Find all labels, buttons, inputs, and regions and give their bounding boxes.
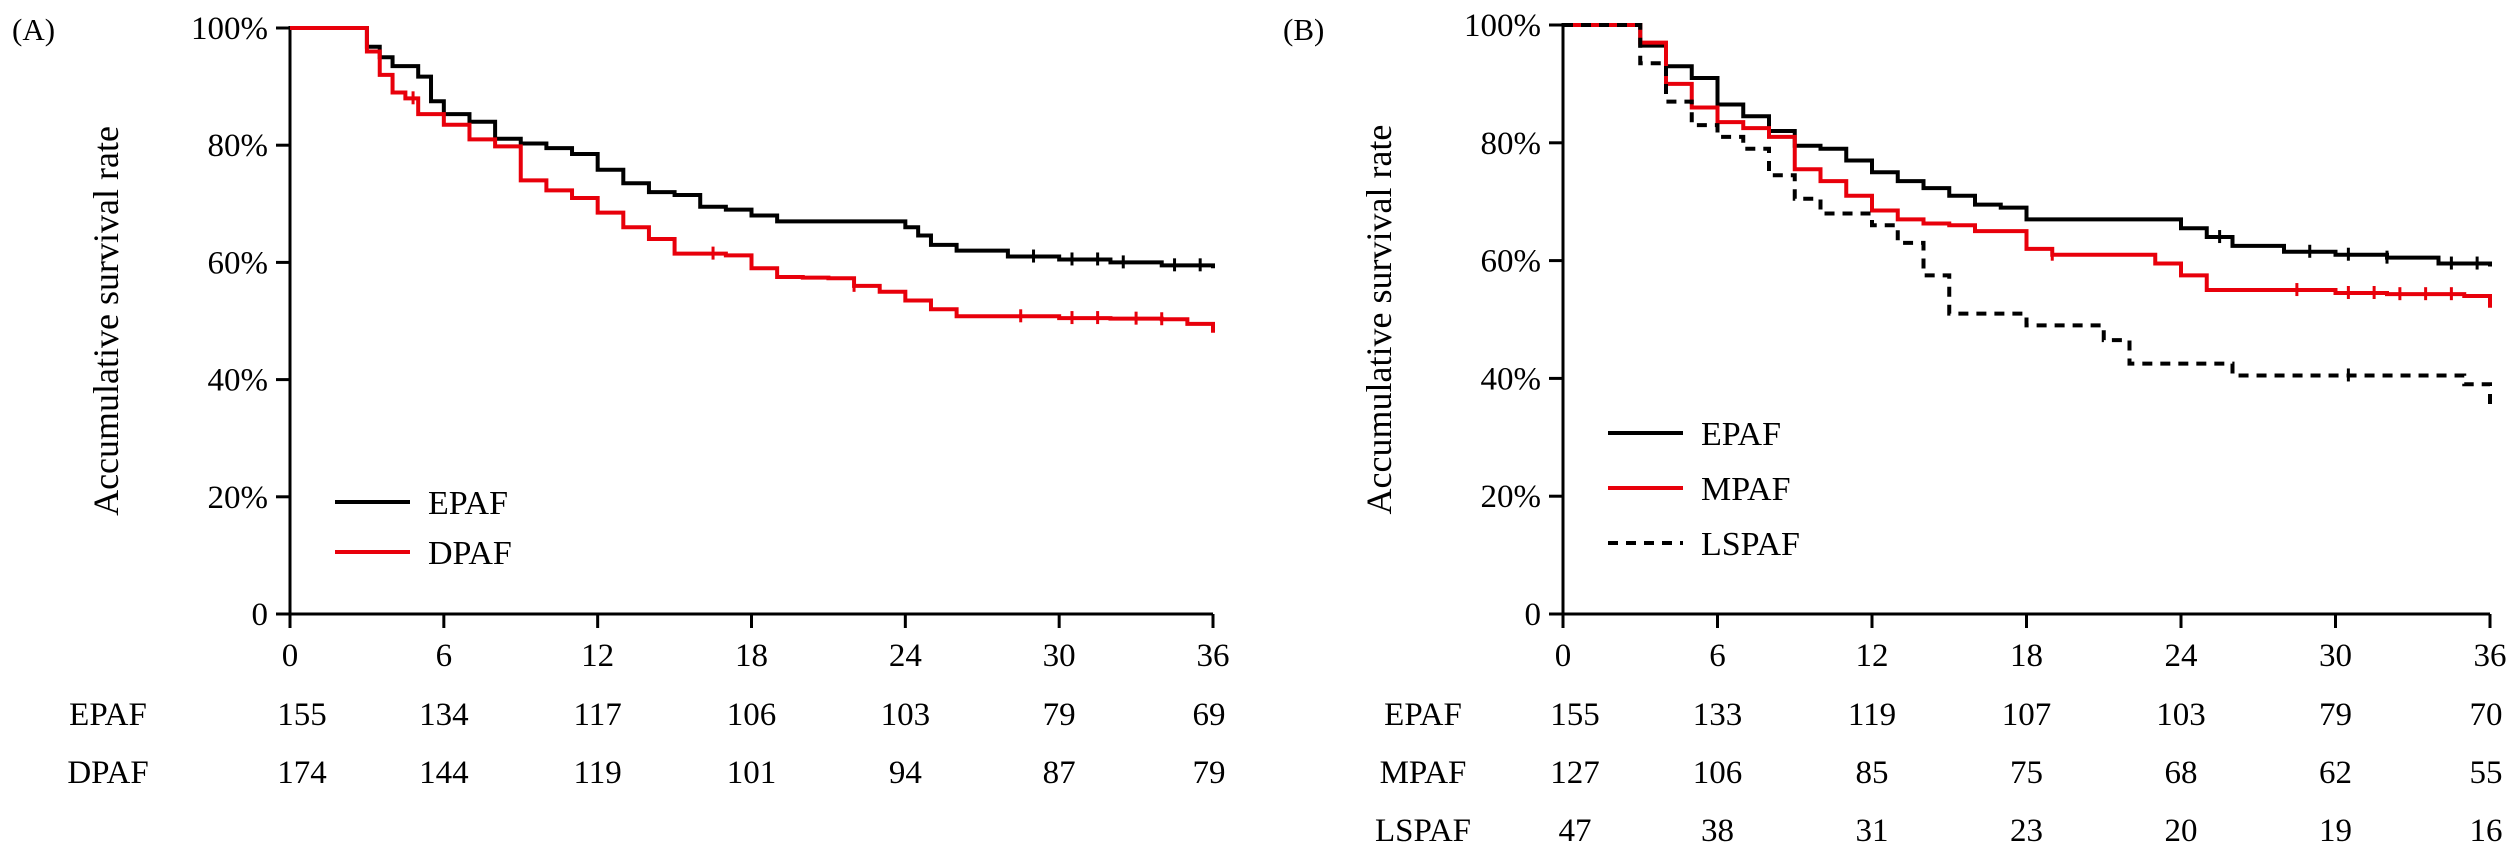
risk-count: 103 — [881, 697, 931, 733]
risk-count: 87 — [1043, 755, 1076, 791]
y-tick-label: 60% — [208, 245, 269, 281]
x-tick-label: 12 — [581, 638, 614, 674]
risk-count: 133 — [1693, 697, 1743, 733]
risk-count: 70 — [2470, 697, 2503, 733]
legend-label: DPAF — [428, 535, 512, 572]
x-tick-label: 24 — [889, 638, 922, 674]
risk-count: 68 — [2165, 755, 2198, 791]
x-tick-label: 24 — [2165, 638, 2198, 674]
risk-count: 127 — [1550, 755, 1600, 791]
risk-count: 107 — [2002, 697, 2052, 733]
y-tick-label: 60% — [1481, 244, 1542, 280]
x-tick-label: 18 — [2010, 638, 2043, 674]
risk-count: 119 — [574, 755, 622, 791]
x-tick-label: 36 — [2474, 638, 2507, 674]
risk-count: 19 — [2319, 813, 2352, 849]
y-tick-label: 40% — [1481, 361, 1542, 397]
series-line-epaf — [290, 26, 1215, 269]
risk-count: 55 — [2470, 755, 2503, 791]
y-tick-label: 0 — [252, 597, 269, 633]
risk-count: 20 — [2165, 813, 2198, 849]
risk-count: 69 — [1193, 697, 1226, 733]
risk-count: 75 — [2010, 755, 2043, 791]
series-line-dpaf — [290, 26, 1215, 333]
x-tick-label: 6 — [1709, 638, 1726, 674]
legend-label: MPAF — [1701, 471, 1790, 508]
risk-count: 79 — [2319, 697, 2352, 733]
y-tick-label: 20% — [1481, 479, 1542, 515]
risk-count: 106 — [727, 697, 777, 733]
y-tick-label: 80% — [208, 128, 269, 164]
panel-b: (B) Accumulative survival rate 0 20% 40% 60% 8… — [1283, 8, 2507, 849]
risk-count: 119 — [1848, 697, 1896, 733]
risk-count: 155 — [277, 697, 327, 733]
x-tick-label: 30 — [2319, 638, 2352, 674]
x-tick-label: 6 — [436, 638, 453, 674]
risk-count: 23 — [2010, 813, 2043, 849]
risk-row-label: EPAF — [1384, 697, 1462, 733]
y-tick-label: 0 — [1525, 597, 1542, 633]
risk-count: 174 — [277, 755, 327, 791]
risk-count: 85 — [1856, 755, 1889, 791]
series-line-mpaf — [1563, 23, 2492, 308]
x-tick-label: 30 — [1043, 638, 1076, 674]
x-tick-label: 18 — [735, 638, 768, 674]
y-tick-label: 100% — [1464, 8, 1541, 44]
risk-count: 103 — [2156, 697, 2206, 733]
panel-label: (B) — [1283, 12, 1324, 47]
y-tick-label: 40% — [208, 363, 269, 399]
risk-count: 134 — [419, 697, 469, 733]
y-axis-title: Accumulative survival rate — [1359, 125, 1399, 515]
series-line-lspaf — [1563, 23, 2492, 405]
risk-count: 117 — [574, 697, 622, 733]
risk-row-label: LSPAF — [1375, 813, 1471, 849]
risk-count: 31 — [1856, 813, 1889, 849]
risk-count: 155 — [1550, 697, 1600, 733]
risk-count: 62 — [2319, 755, 2352, 791]
legend-label: EPAF — [428, 485, 508, 522]
risk-count: 94 — [889, 755, 922, 791]
y-tick-label: 100% — [191, 11, 268, 47]
legend-label: LSPAF — [1701, 526, 1800, 563]
x-tick-label: 36 — [1197, 638, 1230, 674]
x-tick-label: 0 — [1555, 638, 1572, 674]
x-tick-label: 12 — [1856, 638, 1889, 674]
y-axis-title: Accumulative survival rate — [86, 126, 126, 516]
risk-row-label: DPAF — [67, 755, 148, 791]
risk-count: 144 — [419, 755, 469, 791]
risk-count: 16 — [2470, 813, 2503, 849]
risk-row-label: MPAF — [1380, 755, 1467, 791]
y-tick-label: 80% — [1481, 126, 1542, 162]
risk-count: 47 — [1559, 813, 1592, 849]
y-tick-label: 20% — [208, 480, 269, 516]
risk-count: 106 — [1693, 755, 1743, 791]
risk-row-label: EPAF — [69, 697, 147, 733]
x-tick-label: 0 — [282, 638, 299, 674]
series-line-epaf — [1563, 23, 2492, 267]
legend-label: EPAF — [1701, 416, 1781, 453]
panel-label: (A) — [12, 12, 55, 47]
panel-a: (A) Accumulative survival rate 0 20% 40% 60% 8… — [12, 11, 1230, 791]
risk-count: 101 — [727, 755, 777, 791]
risk-count: 38 — [1701, 813, 1734, 849]
risk-count: 79 — [1043, 697, 1076, 733]
risk-count: 79 — [1193, 755, 1226, 791]
